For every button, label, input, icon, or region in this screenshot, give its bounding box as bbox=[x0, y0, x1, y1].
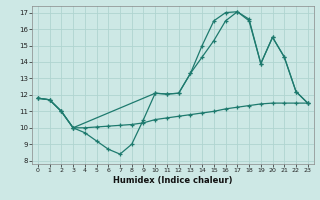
X-axis label: Humidex (Indice chaleur): Humidex (Indice chaleur) bbox=[113, 176, 233, 185]
